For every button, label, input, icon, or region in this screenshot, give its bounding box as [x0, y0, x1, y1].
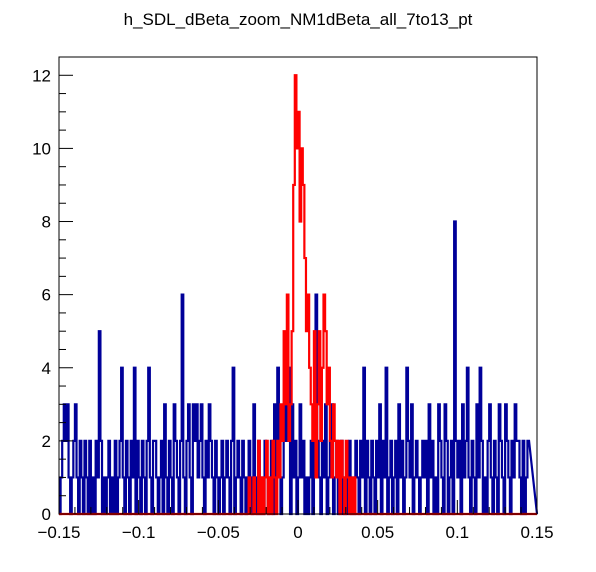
y-tick-label: 4 — [42, 359, 51, 378]
chart-title: h_SDL_dBeta_zoom_NM1dBeta_all_7to13_pt — [123, 10, 473, 29]
y-tick-label: 2 — [42, 432, 51, 451]
y-tick-label: 12 — [32, 66, 51, 85]
y-tick-label: 8 — [42, 213, 51, 232]
x-tick-label: 0.05 — [361, 523, 394, 542]
x-tick-label: −0.1 — [122, 523, 156, 542]
x-tick-label: 0.15 — [520, 523, 553, 542]
x-tick-label: 0 — [293, 523, 302, 542]
x-tick-label: 0.1 — [446, 523, 470, 542]
y-tick-label: 10 — [32, 139, 51, 158]
y-tick-label: 6 — [42, 286, 51, 305]
x-tick-label: −0.05 — [197, 523, 240, 542]
histogram-series-1 — [59, 220, 539, 516]
axes-layer: −0.15 −0.1 −0.05 0 0.05 0.1 0.15 0 2 4 6 8 10 12 — [32, 56, 554, 542]
series-layer — [59, 74, 539, 516]
y-tick-label: 0 — [42, 505, 51, 524]
x-tick-label: −0.15 — [37, 523, 80, 542]
